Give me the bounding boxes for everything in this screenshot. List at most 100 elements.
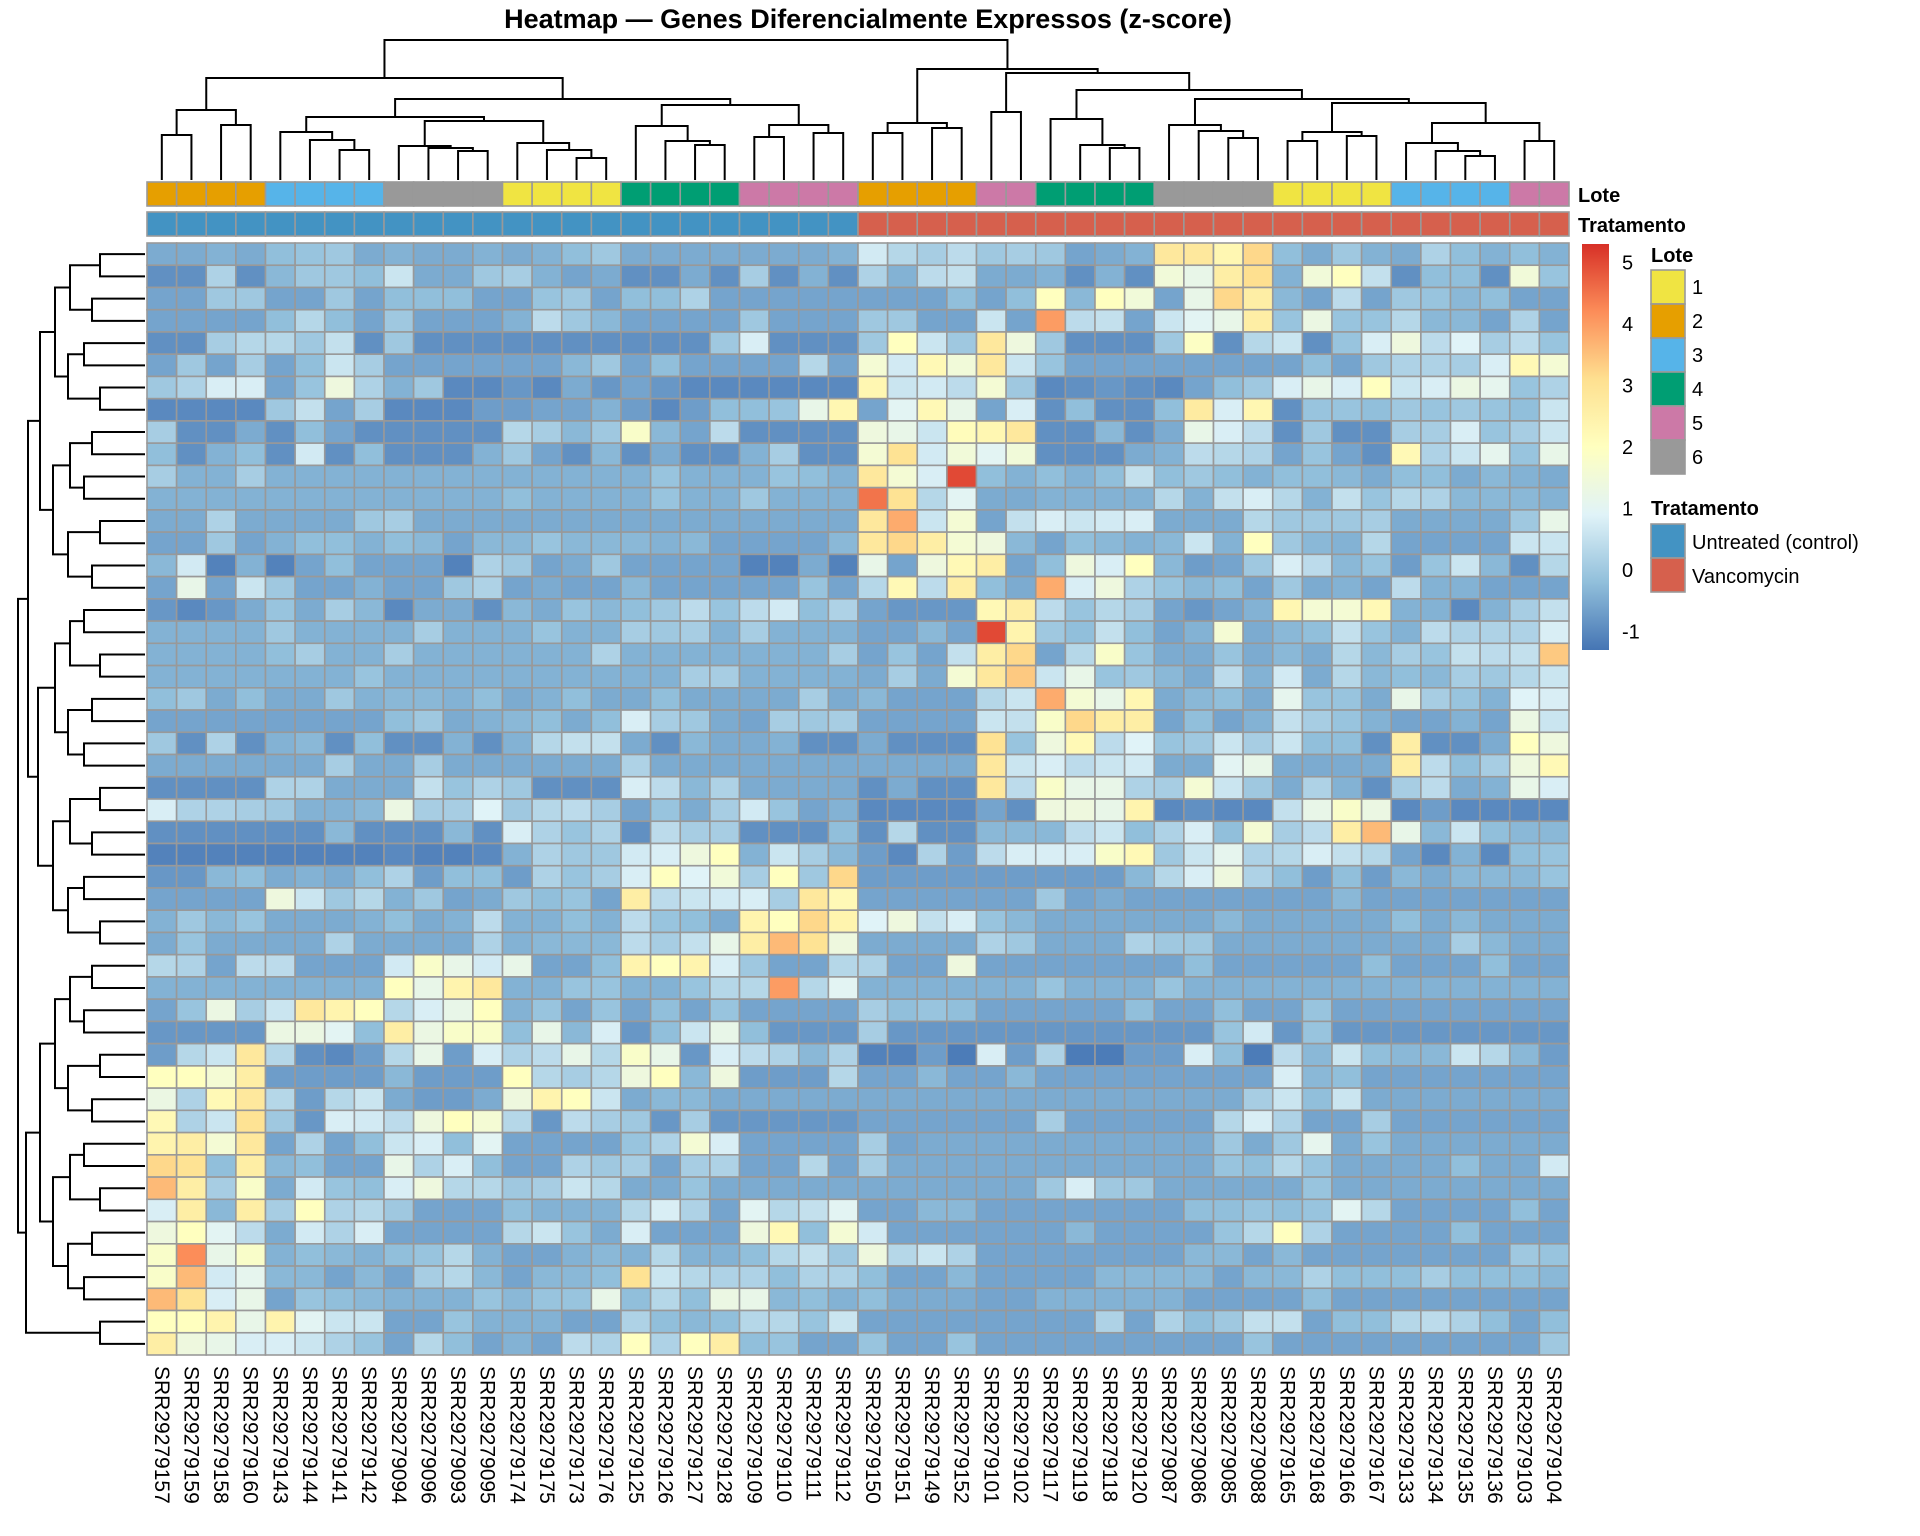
heatmap-cell [1479,664,1511,689]
dendrogram-branch [91,564,145,589]
heatmap-cell [1449,664,1481,689]
heatmap-cell [146,509,178,533]
heatmap-cell [1212,953,1244,978]
heatmap-cell [531,598,563,622]
dendrogram-branch [1405,142,1459,180]
column-label: SRR29279173 [565,1366,588,1504]
heatmap-cell [1479,1131,1511,1156]
heatmap-cell [857,1042,889,1067]
heatmap-cell [412,353,445,378]
heatmap-cell [146,887,178,912]
heatmap-cell [1420,375,1452,400]
heatmap-cell [916,998,948,1023]
heatmap-cell [679,1109,711,1134]
heatmap-cell [1331,753,1363,778]
heatmap-cell [797,1109,830,1134]
heatmap-cell [412,242,445,267]
heatmap-cell [620,998,652,1023]
heatmap-cell [353,775,385,800]
heatmap-cell [1479,598,1511,622]
heatmap-cell [1390,909,1422,934]
heatmap-cell [1005,1087,1037,1112]
heatmap-cell [264,308,296,333]
heatmap-cell [1123,998,1156,1023]
heatmap-cell [531,1243,563,1267]
heatmap-cell [264,1331,296,1356]
heatmap-cell [1242,1309,1274,1334]
heatmap-cell [1005,1220,1037,1245]
heatmap-cell [886,1109,919,1134]
heatmap-cell [560,620,593,645]
heatmap-cell [1508,1131,1541,1156]
heatmap-cell [531,264,563,289]
heatmap-cell [1390,709,1422,734]
heatmap-cell [649,642,682,667]
heatmap-cell [916,1131,948,1156]
heatmap-cell [1479,1220,1511,1245]
heatmap-cell [797,976,830,1000]
column-label: SRR29279149 [920,1366,943,1504]
heatmap-cell [531,486,563,511]
heatmap-cell [146,1042,178,1067]
heatmap-cell [294,1287,326,1312]
heatmap-cell [1212,264,1244,289]
heatmap-cell [768,1154,800,1178]
heatmap-cell [709,397,741,422]
heatmap-cell [294,375,326,400]
heatmap-cell [175,931,208,956]
heatmap-cell [560,1065,593,1089]
heatmap-cell [827,1220,859,1245]
heatmap-cell [294,486,326,511]
heatmap-cell [1331,664,1363,689]
heatmap-cell [1390,1309,1422,1334]
heatmap-cell [323,686,356,711]
heatmap-cell [1301,264,1333,289]
lote-annotation-cell [531,181,563,207]
heatmap-cell [294,798,326,823]
heatmap-cell [1331,864,1363,889]
heatmap-cell [323,731,356,756]
heatmap-cell [294,1198,326,1223]
heatmap-cell [1212,731,1244,756]
heatmap-cell [886,1020,919,1045]
heatmap-cell [768,664,800,689]
heatmap-cell [442,642,474,667]
heatmap-cell [412,420,445,444]
heatmap-cell [1005,664,1037,689]
heatmap-cell [975,753,1007,778]
heatmap-cell [175,598,208,622]
heatmap-cell [353,1287,385,1312]
heatmap-cell [1449,509,1481,533]
annotation-lote-label: Lote [1578,185,1620,207]
heatmap-cell [205,1131,237,1156]
heatmap-cell [1420,1309,1452,1334]
heatmap-cell [886,642,919,667]
heatmap-cell [146,1309,178,1334]
heatmap-cell [709,820,741,845]
heatmap-cell [264,887,296,912]
heatmap-cell [797,1042,830,1067]
heatmap-cell [175,953,208,978]
lote-legend-swatch [1650,269,1686,305]
heatmap-cell [1212,397,1244,422]
heatmap-cell [472,731,504,756]
dendrogram-branch [394,98,732,117]
heatmap-cell [1538,909,1570,934]
heatmap-cell [1005,686,1037,711]
heatmap-cell [1301,375,1333,400]
heatmap-cell [1242,1065,1274,1089]
heatmap-cell [827,953,859,978]
heatmap-cell [886,464,919,489]
dendrogram-branch [91,831,145,856]
heatmap-cell [768,1065,800,1089]
heatmap-cell [1538,620,1570,645]
heatmap-cell [1123,442,1156,467]
heatmap-cell [501,242,533,267]
heatmap-cell [590,375,622,400]
heatmap-cell [1449,1020,1481,1045]
heatmap-cell [560,1042,593,1067]
heatmap-cell [1479,442,1511,467]
heatmap-cell [1153,1198,1185,1223]
heatmap-cell [205,953,237,978]
heatmap-cell [175,909,208,934]
